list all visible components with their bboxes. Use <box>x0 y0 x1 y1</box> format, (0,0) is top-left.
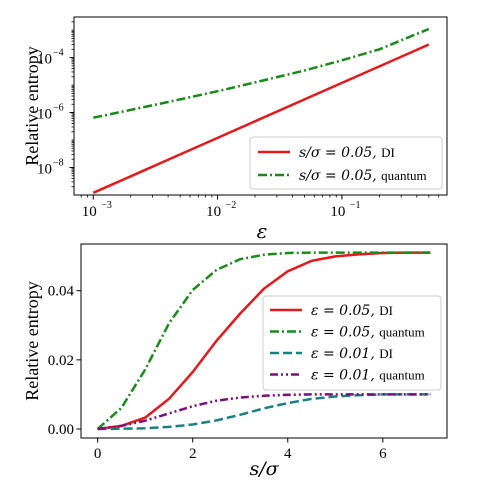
top-series-line-1 <box>93 27 430 119</box>
top-legend-label: s/σ = 0.05, DI <box>299 145 395 161</box>
top-chart: 10 −3 10 −2 10 −1 10−810−610−4 ε Relative ent… <box>22 16 448 243</box>
bottom-x-axis-label: s/σ <box>249 458 279 480</box>
top-x-tick-exponent: −3 <box>101 200 112 211</box>
bottom-x-tick-label: 0 <box>94 446 102 462</box>
bottom-series-lines <box>96 251 431 431</box>
bottom-series-line-2 <box>97 393 431 431</box>
top-x-tick-exponent: −1 <box>350 200 361 211</box>
top-y-tick-exponent: −4 <box>53 48 64 59</box>
top-legend-math: s/σ = 0.05, <box>299 168 381 184</box>
top-y-axis-label: Relative entropy <box>22 46 42 165</box>
bottom-x-tick-label: 2 <box>189 446 197 462</box>
bottom-legend-math: ε = 0.05, <box>311 325 379 341</box>
bottom-legend-label: ε = 0.01, DI <box>311 346 393 362</box>
top-legend-box <box>249 136 443 190</box>
bottom-series-line-1 <box>96 251 431 430</box>
bottom-legend-math: ε = 0.01, <box>311 368 379 384</box>
bottom-series-line-3 <box>97 393 431 431</box>
top-legend-label: s/σ = 0.05, quantum <box>299 168 427 184</box>
bottom-y-axis-label: Relative entropy <box>22 281 42 400</box>
top-y-ticks: 10−810−610−4 <box>37 21 74 188</box>
bottom-plot-frame <box>80 243 448 439</box>
bottom-legend-label: ε = 0.01, quantum <box>311 368 425 384</box>
bottom-y-tick-label: 0.04 <box>48 284 75 300</box>
top-x-tick-label: 10 <box>206 204 221 220</box>
top-x-tick-label: 10 <box>82 204 97 220</box>
top-y-tick-exponent: −6 <box>53 103 64 114</box>
bottom-legend-text: quantum <box>379 368 425 383</box>
top-y-tick-label: 10 <box>37 52 52 68</box>
top-y-tick-exponent: −8 <box>53 158 64 169</box>
top-series-line-0 <box>92 43 430 194</box>
top-legend-math: s/σ = 0.05, <box>299 145 381 161</box>
top-y-tick-label: 10 <box>37 107 52 123</box>
top-series-lines <box>92 27 430 194</box>
top-y-tick-label: 10 <box>37 162 52 178</box>
bottom-chart: 0 2 4 6 0.00 0.02 0.04 s/σ Relative entropy ε… <box>22 243 448 480</box>
bottom-legend-math: ε = 0.05, <box>311 303 379 319</box>
top-legend-text: DI <box>381 145 395 160</box>
bottom-x-ticks: 0 2 4 6 <box>94 438 387 462</box>
bottom-legend-label: ε = 0.05, quantum <box>311 325 425 341</box>
bottom-y-tick-label: 0.00 <box>48 422 74 438</box>
top-x-axis-label: ε <box>257 219 268 243</box>
bottom-x-tick-label: 6 <box>379 446 387 462</box>
top-x-ticks: 10 −3 10 −2 10 −1 <box>80 195 440 220</box>
bottom-x-tick-label: 4 <box>284 446 292 462</box>
bottom-legend-text: DI <box>379 303 393 318</box>
bottom-legend-label: ε = 0.05, DI <box>311 303 393 319</box>
bottom-legend-math: ε = 0.01, <box>311 346 379 362</box>
top-x-tick-label: 10 <box>330 204 345 220</box>
top-plot-frame <box>73 16 448 196</box>
top-legend: s/σ = 0.05, DIs/σ = 0.05, quantum <box>249 136 443 190</box>
top-legend-text: quantum <box>381 168 427 183</box>
bottom-legend-text: DI <box>379 346 393 361</box>
bottom-legend-box <box>262 295 442 391</box>
bottom-legend-text: quantum <box>379 325 425 340</box>
top-x-tick-exponent: −2 <box>226 200 237 211</box>
bottom-y-tick-label: 0.02 <box>48 353 74 369</box>
bottom-y-ticks: 0.00 0.02 0.04 <box>48 284 81 438</box>
